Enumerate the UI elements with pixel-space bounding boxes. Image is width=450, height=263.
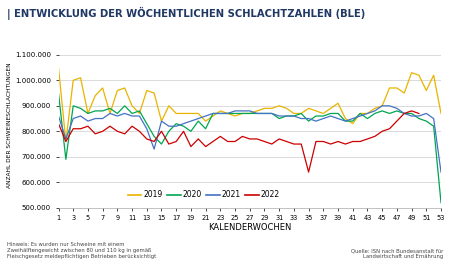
2022: [159, 130, 164, 133]
2021: [438, 170, 444, 174]
2022: [107, 125, 112, 128]
2022: [144, 137, 149, 140]
2022: [129, 125, 135, 128]
2022: [85, 125, 90, 128]
2022: [387, 127, 392, 130]
2022: [372, 135, 378, 138]
2020: [56, 92, 61, 95]
2022: [343, 143, 348, 146]
2022: [357, 140, 363, 143]
2019: [306, 107, 311, 110]
2022: [365, 137, 370, 140]
Line: 2022: 2022: [58, 111, 419, 172]
2022: [225, 140, 230, 143]
2019: [357, 112, 363, 115]
2022: [78, 127, 83, 130]
2021: [56, 114, 61, 118]
2022: [232, 140, 238, 143]
2022: [335, 140, 341, 143]
Legend: 2019, 2020, 2021, 2022: 2019, 2020, 2021, 2022: [125, 187, 283, 202]
2022: [93, 132, 98, 135]
2022: [394, 119, 400, 123]
2022: [379, 130, 385, 133]
2020: [438, 201, 444, 204]
2021: [350, 117, 356, 120]
2022: [210, 140, 216, 143]
Line: 2021: 2021: [58, 106, 441, 172]
2022: [196, 137, 201, 140]
2020: [350, 119, 356, 123]
2021: [298, 117, 304, 120]
2022: [137, 130, 142, 133]
2021: [159, 119, 164, 123]
2019: [291, 112, 297, 115]
2022: [291, 143, 297, 146]
2022: [122, 132, 127, 135]
2022: [151, 140, 157, 143]
2022: [56, 122, 61, 125]
2022: [409, 109, 414, 113]
2022: [188, 145, 194, 148]
2021: [284, 114, 289, 118]
2022: [218, 135, 223, 138]
2020: [298, 112, 304, 115]
2020: [284, 114, 289, 118]
2020: [394, 109, 400, 113]
2022: [269, 143, 274, 146]
2022: [100, 130, 105, 133]
Line: 2020: 2020: [58, 93, 441, 203]
Y-axis label: ANZAHL DER SCHWEINESCHLACHTUNGEN: ANZAHL DER SCHWEINESCHLACHTUNGEN: [7, 62, 12, 188]
2019: [401, 92, 407, 95]
2021: [401, 112, 407, 115]
2022: [262, 140, 267, 143]
2020: [276, 117, 282, 120]
2022: [320, 140, 326, 143]
2019: [438, 112, 444, 115]
2022: [181, 130, 186, 133]
2021: [276, 114, 282, 118]
2022: [313, 140, 319, 143]
2022: [203, 145, 208, 148]
2022: [284, 140, 289, 143]
2022: [254, 137, 260, 140]
2020: [159, 143, 164, 146]
2021: [379, 104, 385, 107]
2022: [240, 135, 245, 138]
2022: [174, 140, 179, 143]
Text: Hinweis: Es wurden nur Schweine mit einem
Zweihälftengewicht zwischen 80 und 110: Hinweis: Es wurden nur Schweine mit eine…: [7, 242, 156, 259]
X-axis label: KALENDERWOCHEN: KALENDERWOCHEN: [208, 223, 292, 232]
Text: Quelle: ISN nach Bundesanstalt für
Landwirtschaft und Ernährung: Quelle: ISN nach Bundesanstalt für Landw…: [351, 248, 443, 259]
Text: | ENTWICKLUNG DER WÖCHENTLICHEN SCHLACHTZAHLEN (BLE): | ENTWICKLUNG DER WÖCHENTLICHEN SCHLACHT…: [7, 7, 365, 20]
2022: [350, 140, 356, 143]
2019: [284, 107, 289, 110]
2022: [298, 143, 304, 146]
2019: [63, 140, 68, 143]
2022: [306, 170, 311, 174]
2022: [328, 143, 333, 146]
2022: [401, 112, 407, 115]
2019: [166, 104, 171, 107]
2022: [276, 137, 282, 140]
2022: [115, 130, 120, 133]
2022: [416, 112, 422, 115]
Line: 2019: 2019: [58, 68, 441, 141]
2022: [63, 140, 68, 143]
2022: [247, 137, 252, 140]
2022: [71, 127, 76, 130]
2019: [56, 66, 61, 69]
2022: [166, 143, 171, 146]
